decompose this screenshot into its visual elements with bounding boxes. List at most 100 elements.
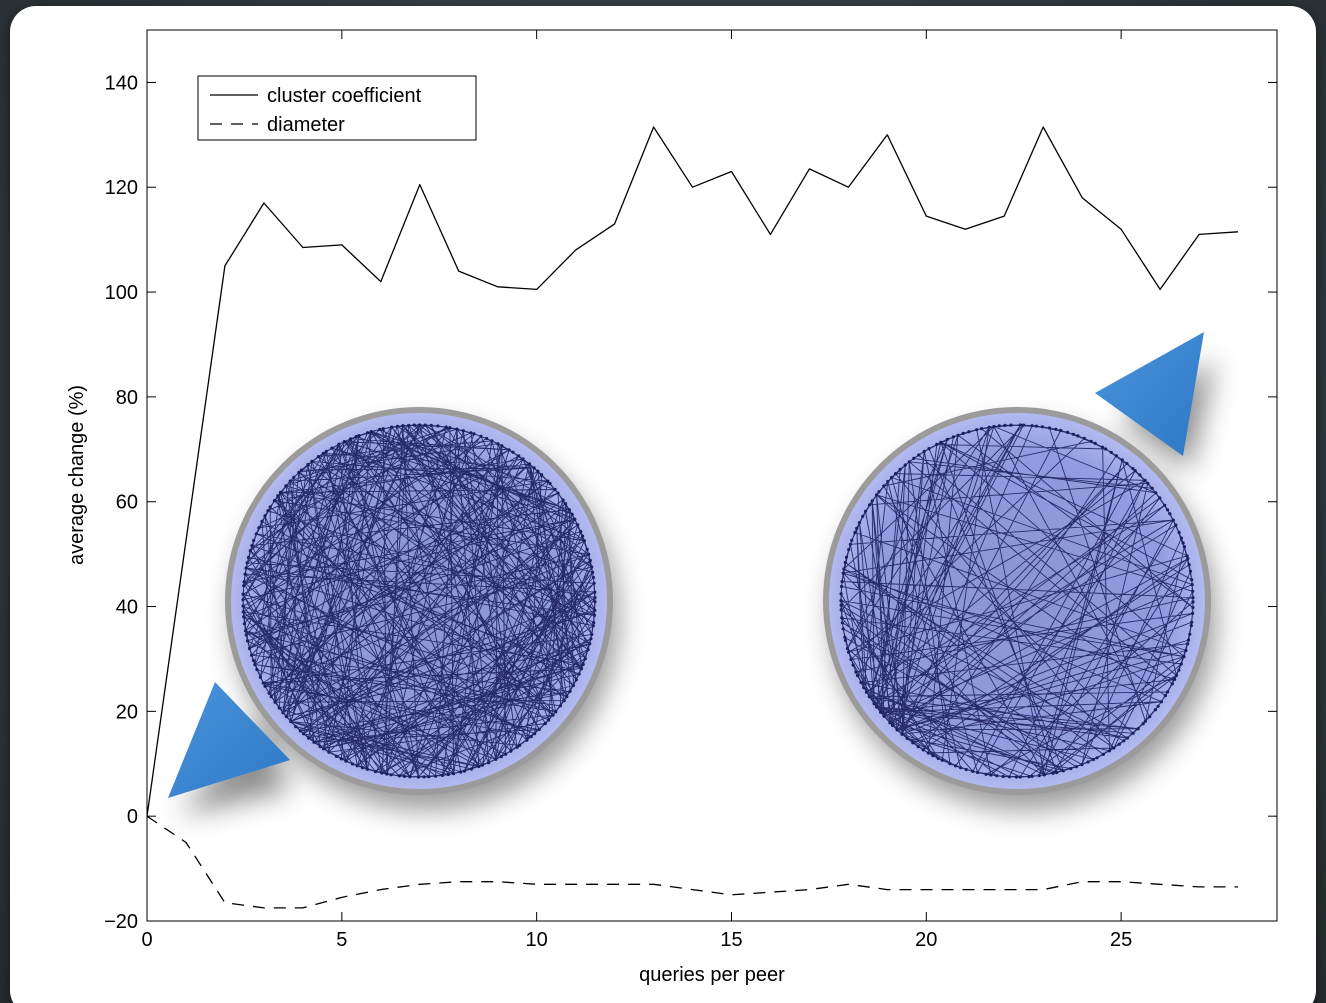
x-tick-label: 5 <box>336 929 347 951</box>
network-node <box>461 429 465 433</box>
network-node <box>591 575 596 580</box>
network-node <box>1133 469 1137 473</box>
network-node <box>1086 760 1090 764</box>
network-node <box>922 449 926 453</box>
network-node <box>244 633 248 637</box>
network-node <box>554 710 558 714</box>
network-node <box>242 580 246 584</box>
network-node <box>258 675 262 679</box>
network-node <box>1093 441 1097 445</box>
network-node <box>890 475 894 480</box>
network-node <box>1003 423 1007 427</box>
network-node <box>536 469 540 473</box>
network-node <box>1191 596 1195 600</box>
network-node <box>1190 620 1194 624</box>
network-node <box>297 470 301 474</box>
network-node <box>1030 424 1034 428</box>
network-node <box>868 503 872 507</box>
network-node <box>1190 583 1194 587</box>
network-node <box>571 683 576 688</box>
network-node <box>357 434 361 438</box>
network-node <box>845 646 850 651</box>
network-node <box>507 448 511 452</box>
network-node <box>1163 694 1167 698</box>
network-node <box>252 538 256 543</box>
network-node <box>402 774 407 779</box>
network-node <box>992 424 996 429</box>
network-node <box>254 532 258 536</box>
network-node <box>504 752 508 756</box>
network-node <box>511 450 515 454</box>
network-node <box>540 473 544 477</box>
network-node <box>579 530 583 534</box>
network-node <box>562 699 566 703</box>
network-node <box>867 695 871 699</box>
axis-ticks <box>146 30 1277 922</box>
y-tick-label: 0 <box>127 806 138 828</box>
network-node <box>850 538 854 542</box>
network-node <box>882 714 886 718</box>
network-node <box>840 621 845 625</box>
network-node <box>1189 624 1193 628</box>
network-node <box>365 767 369 771</box>
network-node <box>487 761 491 765</box>
network-node <box>1138 473 1142 477</box>
y-tick-label: 140 <box>105 72 138 94</box>
network-node <box>1150 486 1154 490</box>
network-node <box>251 658 255 663</box>
network-node <box>590 632 594 637</box>
network-node <box>412 423 416 427</box>
network-node <box>452 772 456 776</box>
network-node <box>939 440 943 444</box>
network-node <box>591 624 595 628</box>
network-node <box>1179 536 1183 540</box>
network-node <box>967 430 971 434</box>
x-tick-label: 0 <box>141 929 152 951</box>
network-node <box>890 723 895 728</box>
network-node <box>429 423 433 427</box>
network-node <box>1153 708 1157 712</box>
network-node <box>586 648 590 652</box>
network-node <box>485 436 489 441</box>
network-node <box>921 748 925 752</box>
network-node <box>250 653 254 657</box>
network-node <box>390 425 394 429</box>
network-node <box>243 572 247 576</box>
network-node <box>997 424 1001 428</box>
network-node <box>389 773 393 777</box>
network-node <box>853 530 857 535</box>
network-node <box>1061 769 1065 773</box>
network-node <box>268 505 272 509</box>
network-node <box>1089 439 1093 443</box>
network-node <box>273 700 277 704</box>
network-node <box>1034 424 1038 428</box>
left-network-graph <box>241 423 597 779</box>
network-node <box>857 521 862 525</box>
network-node <box>241 598 245 602</box>
network-node <box>1131 466 1135 471</box>
network-node <box>292 475 296 479</box>
network-node <box>515 745 519 749</box>
network-node <box>1001 774 1005 779</box>
network-node <box>593 608 597 613</box>
network-node <box>355 764 359 768</box>
network-node <box>529 735 533 739</box>
network-node <box>894 472 898 476</box>
network-node <box>1055 770 1059 775</box>
network-node <box>1177 530 1181 535</box>
network-node <box>558 704 563 708</box>
network-node <box>260 519 264 524</box>
network-node <box>1009 423 1013 427</box>
network-node <box>242 622 247 626</box>
network-node <box>1054 427 1058 431</box>
network-node <box>862 686 866 690</box>
network-node <box>469 767 473 771</box>
network-node <box>455 427 459 431</box>
network-node <box>1185 554 1189 558</box>
network-node <box>936 756 940 761</box>
x-tick-label: 10 <box>526 929 548 951</box>
network-node <box>312 740 316 744</box>
network-node <box>525 738 529 742</box>
network-node <box>582 539 587 543</box>
network-node <box>1131 731 1135 735</box>
